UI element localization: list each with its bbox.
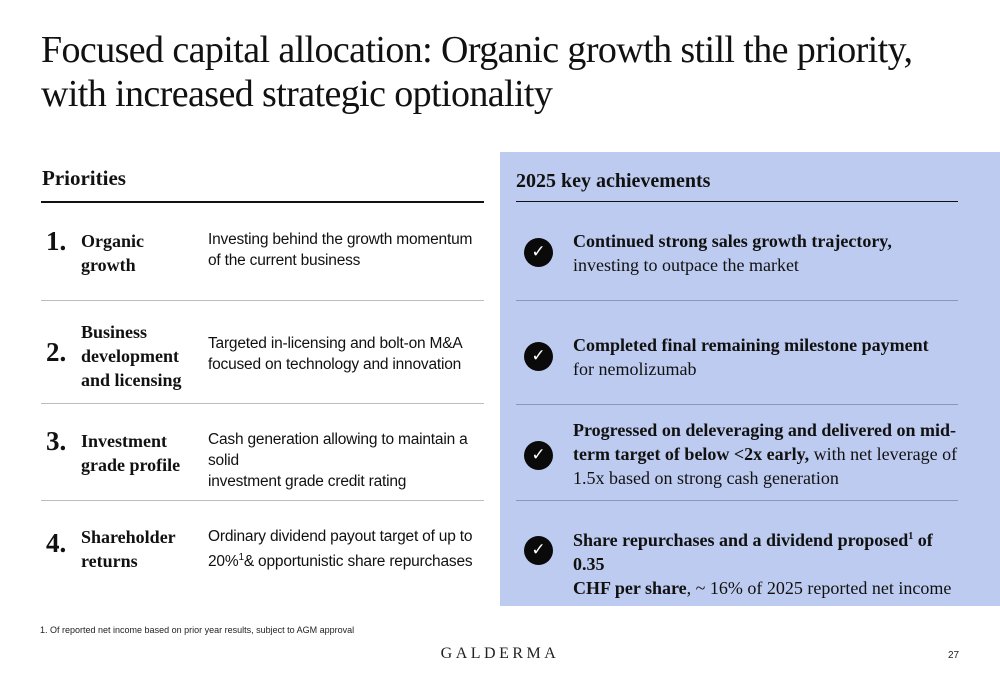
achievement-2: Completed final remaining milestone paym… (573, 335, 929, 379)
priority-divider (41, 500, 484, 501)
priority-1-name: Organic growth (81, 231, 144, 275)
achievement-4: Share repurchases and a dividend propose… (573, 530, 952, 598)
priority-1-description: Investing behind the growth momentum of … (208, 231, 473, 269)
priority-4-description: Ordinary dividend payout target of up to… (208, 528, 473, 571)
achievement-1: Continued strong sales growth trajectory… (573, 231, 892, 275)
priority-2-number: 2. (46, 337, 67, 367)
achievement-divider (516, 300, 958, 301)
achievement-divider (516, 404, 958, 405)
priority-4-name: Shareholder returns (81, 527, 176, 571)
achievement-divider (516, 500, 958, 501)
page-number: 27 (948, 650, 960, 661)
achievements-rule (516, 201, 958, 202)
slide-title: Focused capital allocation: Organic grow… (41, 28, 941, 116)
footnote-marker: 1 (908, 531, 914, 542)
galderma-logo: GALDERMA (440, 645, 560, 662)
title-line-2: with increased strategic optionality (41, 73, 553, 115)
priority-2-description: Targeted in-licensing and bolt-on M&A fo… (208, 335, 463, 373)
footnote-marker: 1 (238, 552, 244, 563)
priorities-rule (41, 201, 484, 203)
check-icon: ✓ (524, 441, 553, 470)
priorities-heading: Priorities (42, 166, 126, 190)
achievement-3: Progressed on deleveraging and delivered… (573, 420, 958, 488)
check-icon: ✓ (524, 238, 553, 267)
priority-4-number: 4. (46, 528, 67, 558)
footnote: 1. Of reported net income based on prior… (40, 625, 355, 635)
priority-2-name: Business development and licensing (81, 322, 182, 390)
achievements-heading: 2025 key achievements (516, 170, 711, 192)
priority-divider (41, 300, 484, 301)
check-icon: ✓ (524, 536, 553, 565)
priority-3-name: Investment grade profile (81, 431, 181, 475)
achievements-panel (500, 152, 1000, 606)
priority-divider (41, 403, 484, 404)
priority-3-description: Cash generation allowing to maintain a s… (208, 431, 468, 490)
check-icon: ✓ (524, 342, 553, 371)
priority-1-number: 1. (46, 226, 67, 256)
priority-3-number: 3. (46, 426, 67, 456)
title-line-1: Focused capital allocation: Organic grow… (41, 29, 913, 71)
